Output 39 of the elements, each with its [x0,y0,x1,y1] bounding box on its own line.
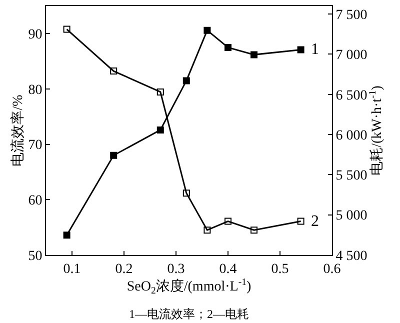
y-tick-label: 70 [28,138,42,154]
x-tick-label: 0.5 [271,262,289,277]
point [110,152,118,159]
point [63,26,70,33]
y2-tick-label: 5 000 [336,208,368,224]
y2-tick-label: 4 500 [336,248,368,264]
y2-tick-label: 7 500 [336,8,368,23]
x-axis-title: SeO$_{2}$浓度/(mmol·L$^{-1}$) [126,276,252,297]
y2-tick-label: 7 000 [336,48,368,64]
y-tick-label: 80 [28,82,42,98]
point [156,126,164,134]
series-label: 1 [311,41,319,58]
point [224,218,232,225]
y-tick-label: 50 [28,248,42,264]
y-tick-label: 90 [28,28,42,43]
point [182,77,190,84]
point [156,88,164,96]
point [204,26,211,34]
point [63,232,70,239]
point [297,46,304,54]
x-tick-label: 0.4 [219,262,237,277]
y2-tick-label: 5 500 [336,168,368,184]
y-tick-label: 60 [28,194,42,209]
point [224,44,232,51]
y2-tick-label: 6 000 [336,128,368,144]
x-tick-label: 0.2 [115,262,133,277]
y-axis-title: 电流效率/% [10,94,26,166]
point [297,218,304,225]
x-tick-label: 0.6 [323,262,341,277]
text: 1—电流效率；2—电耗 [129,307,249,321]
point [204,226,211,234]
x-tick-label: 0.3 [167,262,185,277]
x-tick-label: 0.1 [63,262,81,277]
point [250,226,258,234]
point [182,190,190,197]
point [250,51,258,58]
series-label: 2 [311,213,319,230]
point [110,68,118,75]
y2-tick-label: 6 500 [336,88,368,104]
